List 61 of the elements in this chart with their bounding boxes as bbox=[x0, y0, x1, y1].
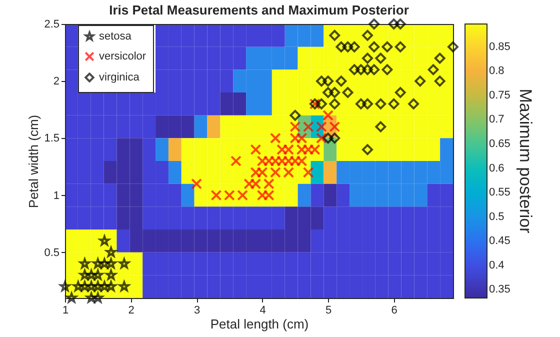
point bbox=[368, 41, 380, 52]
chart-title: Iris Petal Measurements and Maximum Posterior bbox=[109, 2, 409, 18]
x-tick-label: 6 bbox=[391, 304, 398, 316]
color-bar-label: 0.6 bbox=[489, 162, 504, 174]
point bbox=[230, 156, 242, 166]
color-bar-label: 0.35 bbox=[489, 284, 510, 296]
legend-label: versicolor bbox=[99, 50, 146, 62]
y-tick-label: 1 bbox=[53, 190, 60, 202]
y-tick-label: 1.5 bbox=[44, 132, 60, 145]
point bbox=[336, 41, 347, 52]
color-bar-label: 0.4 bbox=[489, 259, 504, 272]
x-tick-label: 5 bbox=[325, 304, 332, 316]
color-bar-label: 0.8 bbox=[489, 65, 504, 78]
x-tick-label: 3 bbox=[194, 304, 200, 316]
y-tick-label: 0.5 bbox=[44, 246, 60, 259]
y-tick-label: 2 bbox=[53, 76, 60, 88]
color-bar-label: 0.65 bbox=[489, 138, 510, 150]
y-tick-label: 2.5 bbox=[44, 18, 60, 30]
point bbox=[434, 52, 446, 64]
point bbox=[382, 41, 393, 52]
x-tick-label: 1 bbox=[62, 304, 69, 316]
point bbox=[316, 132, 327, 144]
color-bar-label: 0.75 bbox=[489, 89, 510, 102]
color-bar-label: 0.45 bbox=[489, 235, 510, 248]
point bbox=[329, 132, 340, 144]
point bbox=[448, 41, 458, 52]
point bbox=[329, 87, 340, 98]
point bbox=[382, 64, 393, 76]
color-bar-label: 0.5 bbox=[489, 210, 504, 223]
point bbox=[434, 76, 446, 87]
point bbox=[362, 64, 373, 76]
point bbox=[368, 64, 380, 76]
x-tick-label: 4 bbox=[260, 304, 266, 316]
point bbox=[270, 132, 281, 144]
point bbox=[322, 87, 334, 98]
point bbox=[394, 41, 406, 52]
y-axis-title: Petal width (cm) bbox=[26, 114, 42, 208]
point bbox=[191, 178, 202, 190]
point bbox=[408, 98, 420, 110]
point bbox=[348, 64, 360, 76]
color-bar-label: 0.85 bbox=[489, 40, 510, 53]
point bbox=[368, 18, 380, 30]
point bbox=[322, 132, 334, 144]
point bbox=[290, 110, 301, 121]
color-bar-label: 0.55 bbox=[489, 186, 510, 199]
point bbox=[263, 178, 274, 190]
legend-label: setosa bbox=[99, 30, 132, 42]
point bbox=[342, 87, 354, 98]
color-bar-label: 0.7 bbox=[489, 114, 504, 126]
color-bar-title: Maximum posterior bbox=[516, 88, 535, 234]
x-axis-title: Petal length (cm) bbox=[210, 316, 309, 332]
point bbox=[322, 110, 334, 121]
point bbox=[388, 18, 400, 30]
x-tick-label: 2 bbox=[128, 304, 134, 316]
point bbox=[348, 41, 360, 52]
point bbox=[342, 41, 354, 52]
legend-label: virginica bbox=[99, 72, 140, 84]
point bbox=[428, 64, 439, 76]
point bbox=[394, 18, 406, 30]
point bbox=[355, 64, 366, 76]
point bbox=[394, 87, 406, 98]
